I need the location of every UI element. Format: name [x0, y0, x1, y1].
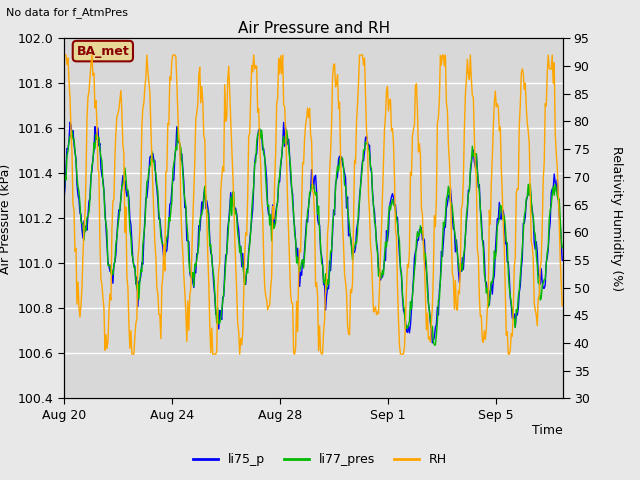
Text: BA_met: BA_met — [77, 45, 129, 58]
Y-axis label: Relativity Humidity (%): Relativity Humidity (%) — [611, 146, 623, 291]
Title: Air Pressure and RH: Air Pressure and RH — [237, 21, 390, 36]
Y-axis label: Air Pressure (kPa): Air Pressure (kPa) — [0, 163, 12, 274]
X-axis label: Time: Time — [532, 423, 563, 437]
Legend: li75_p, li77_pres, RH: li75_p, li77_pres, RH — [188, 448, 452, 471]
Text: No data for f_AtmPres: No data for f_AtmPres — [6, 7, 129, 18]
